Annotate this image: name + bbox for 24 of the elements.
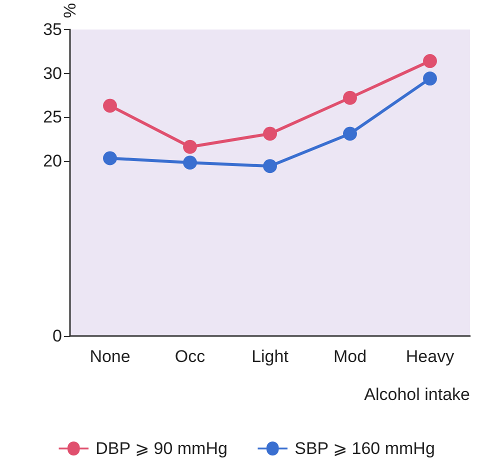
point (263, 126, 277, 141)
y-tick-label: 30 (43, 64, 62, 83)
x-tick-label: Heavy (406, 347, 455, 366)
point (103, 151, 117, 166)
y-tick-label: 20 (43, 151, 62, 170)
legend-label: SBP ⩾ 160 mmHg (294, 439, 435, 458)
x-tick-label: Light (252, 347, 289, 366)
y-tick-label: 0 (52, 326, 62, 346)
point (183, 156, 197, 170)
x-tick-label: Mod (333, 347, 367, 366)
point (263, 159, 277, 174)
point (183, 140, 197, 154)
legend-label: DBP ⩾ 90 mmHg (96, 439, 228, 458)
y-axis-title: % (60, 3, 80, 18)
point (343, 126, 357, 141)
point (423, 72, 437, 86)
x-axis-title: Alcohol intake (364, 385, 470, 404)
y-tick-label: 25 (43, 108, 62, 127)
point (103, 98, 117, 113)
point (343, 90, 357, 105)
y-tick-label: 35 (43, 20, 62, 40)
point (423, 54, 437, 68)
x-tick-label: Occ (174, 347, 206, 366)
x-tick-label: None (90, 347, 130, 366)
